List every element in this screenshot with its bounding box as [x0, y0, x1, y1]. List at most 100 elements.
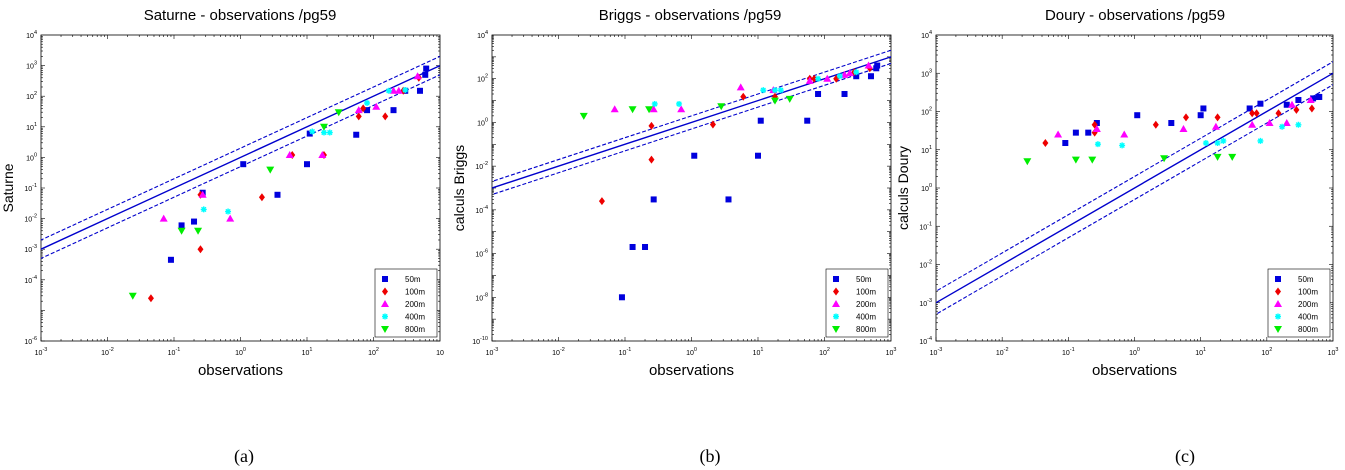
chart-doury: Doury - observations /pg59 10-3 10-2 10-1 10… [895, 7, 1339, 467]
data-point-400m [777, 87, 784, 94]
data-point-100m [598, 197, 605, 206]
data-point-50m [423, 65, 430, 72]
x-tick-label: 103 [1328, 347, 1339, 357]
data-point-200m [1211, 122, 1220, 130]
data-point-50m [416, 87, 423, 94]
data-point-50m [191, 218, 198, 225]
x-tick-label: 100 [235, 347, 246, 357]
legend-label-200m: 200m [1298, 300, 1318, 309]
data-point-100m [197, 245, 204, 254]
data-point-800m [334, 109, 343, 117]
legend-marker-100m [382, 287, 388, 296]
y-axis-label: calculs Briggs [451, 145, 467, 231]
data-point-50m [167, 256, 174, 263]
x-tick-label: 10-3 [486, 347, 499, 357]
legend-label-800m: 800m [1298, 325, 1318, 334]
y-tick-label: 10-4 [919, 336, 932, 346]
data-point-100m [1308, 104, 1315, 113]
y-tick-label: 103 [921, 68, 932, 78]
reference-line-dashed [492, 49, 891, 182]
data-point-200m [413, 72, 422, 80]
data-point-800m [1160, 155, 1169, 163]
data-point-200m [823, 74, 832, 82]
chart-title: Briggs - observations /pg59 [599, 7, 782, 24]
y-tick-label: 10-1 [24, 183, 37, 193]
data-point-200m [285, 150, 294, 158]
reference-line [936, 72, 1333, 304]
data-point-200m [677, 105, 686, 113]
data-point-200m [736, 83, 745, 91]
data-point-400m [225, 208, 232, 215]
legend-marker-400m [382, 313, 388, 320]
data-point-50m [390, 107, 397, 114]
data-point-200m [318, 150, 327, 158]
data-point-200m [1179, 124, 1188, 132]
legend-marker-800m [381, 326, 389, 333]
data-point-800m [266, 166, 275, 174]
legend-marker-200m [1274, 300, 1282, 307]
data-point-50m [1062, 140, 1069, 147]
y-tick-label: 10-3 [24, 244, 37, 254]
x-tick-label: 10-3 [35, 347, 48, 357]
y-tick-label: 10-10 [472, 336, 488, 346]
y-tick-label: 100 [921, 183, 932, 193]
x-axis-label: observations [649, 362, 734, 379]
panel-caption: (b) [700, 446, 721, 467]
data-point-200m [354, 106, 363, 114]
data-point-100m [740, 92, 747, 101]
data-point-800m [785, 95, 794, 103]
data-point-200m [389, 86, 398, 94]
plot-area [41, 55, 440, 303]
data-point-50m [1316, 93, 1323, 100]
data-point-50m [178, 222, 185, 229]
data-point-800m [1023, 158, 1032, 166]
data-point-200m [1248, 120, 1257, 128]
legend-label-800m: 800m [856, 325, 876, 334]
data-point-400m [853, 69, 860, 76]
data-point-50m [874, 62, 881, 69]
data-point-400m [320, 129, 327, 136]
legend-label-50m: 50m [405, 275, 421, 284]
legend-label-200m: 200m [856, 300, 876, 309]
y-tick-label: 101 [26, 122, 37, 132]
data-point-50m [1246, 105, 1253, 112]
data-point-200m [394, 86, 403, 94]
data-point-50m [691, 152, 698, 159]
x-tick-label: 10-2 [996, 347, 1009, 357]
data-point-200m [198, 190, 207, 198]
data-point-200m [1092, 124, 1101, 132]
data-point-400m [1257, 137, 1264, 144]
x-tick-label: 10-1 [1062, 347, 1075, 357]
data-point-800m [1228, 153, 1237, 161]
reference-line [41, 64, 440, 250]
data-point-400m [1214, 140, 1221, 147]
data-point-50m [1134, 112, 1141, 119]
data-point-400m [1220, 137, 1227, 144]
data-point-800m [717, 103, 726, 111]
data-point-200m [226, 214, 235, 222]
data-point-50m [306, 130, 313, 137]
data-point-800m [128, 292, 137, 300]
legend-marker-50m [382, 276, 388, 282]
data-point-400m [760, 87, 767, 94]
data-point-50m [1168, 120, 1175, 127]
data-point-800m [194, 227, 203, 235]
y-tick-label: 10-2 [919, 260, 932, 270]
y-tick-label: 101 [921, 145, 932, 155]
legend-label-100m: 100m [856, 288, 876, 297]
y-tick-label: 102 [921, 107, 932, 117]
data-point-800m [1213, 153, 1222, 161]
data-point-100m [648, 155, 655, 164]
legend-label-100m: 100m [1298, 288, 1318, 297]
y-tick-label: 102 [26, 91, 37, 101]
data-point-200m [1282, 119, 1291, 127]
data-point-400m [309, 128, 316, 135]
data-point-100m [1275, 109, 1282, 118]
data-point-800m [1088, 156, 1097, 164]
y-tick-label: 104 [921, 30, 932, 40]
y-axis-label: calculs Doury [895, 146, 911, 230]
data-point-50m [650, 196, 657, 203]
data-point-100m [258, 193, 265, 202]
data-point-50m [1085, 129, 1092, 136]
legend-marker-800m [1274, 326, 1282, 333]
